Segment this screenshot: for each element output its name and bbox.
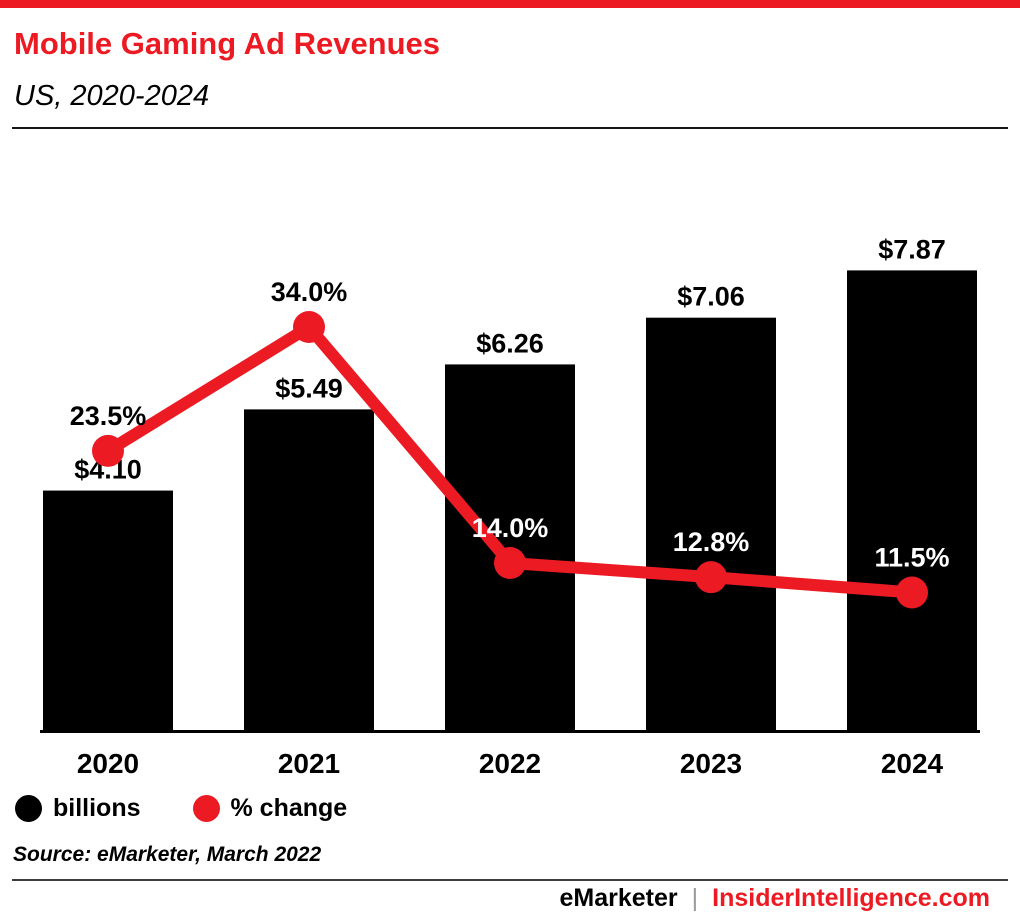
legend-label-pct-change: % change [230,794,348,822]
bar-value-label-2022: $6.26 [476,328,544,358]
legend-label-billions: billions [53,794,141,822]
billions-swatch [15,795,42,822]
footer-divider [12,879,1008,881]
pct-point-2021 [293,311,325,343]
pct-value-label-2021: 34.0% [271,277,348,307]
footer-separator: | [691,884,699,912]
bar-value-label-2021: $5.49 [275,373,343,403]
pct-value-label-2024: 11.5% [874,543,949,573]
chart-subtitle: US, 2020-2024 [14,80,210,112]
pct-value-label-2020: 23.5% [70,401,147,431]
footer: eMarketer | InsiderIntelligence.com [560,884,991,913]
legend: billions % change [15,794,347,823]
source-note: Source: eMarketer, March 2022 [13,843,322,866]
x-tick-2021: 2021 [278,748,340,779]
brand-accent-bar [0,0,1020,8]
pct-swatch [192,795,220,822]
x-tick-2020: 2020 [77,748,139,779]
pct-point-2024 [896,576,928,609]
x-tick-2023: 2023 [680,748,742,779]
bar-2021 [244,409,374,730]
chart-title: Mobile Gaming Ad Revenues [14,26,441,61]
bar-2023 [646,317,776,730]
legend-item-pct-change: % change [192,794,348,823]
legend-item-billions: billions [15,794,141,823]
footer-site-link[interactable]: InsiderIntelligence.com [712,884,990,912]
header-divider [12,127,1008,129]
x-tick-2022: 2022 [479,748,541,779]
bar-value-label-2024: $7.87 [878,234,946,264]
pct-value-label-2023: 12.8% [673,527,750,557]
pct-point-2020 [92,434,124,467]
bar-value-label-2023: $7.06 [677,282,745,312]
brand-emarketer: eMarketer [559,884,678,912]
bar-2024 [847,270,977,730]
pct-value-label-2022: 14.0% [472,513,549,543]
x-axis-line [40,730,980,733]
bar-2020 [43,490,173,730]
x-tick-2024: 2024 [881,748,944,779]
pct-point-2023 [695,561,727,594]
pct-point-2022 [494,547,526,579]
